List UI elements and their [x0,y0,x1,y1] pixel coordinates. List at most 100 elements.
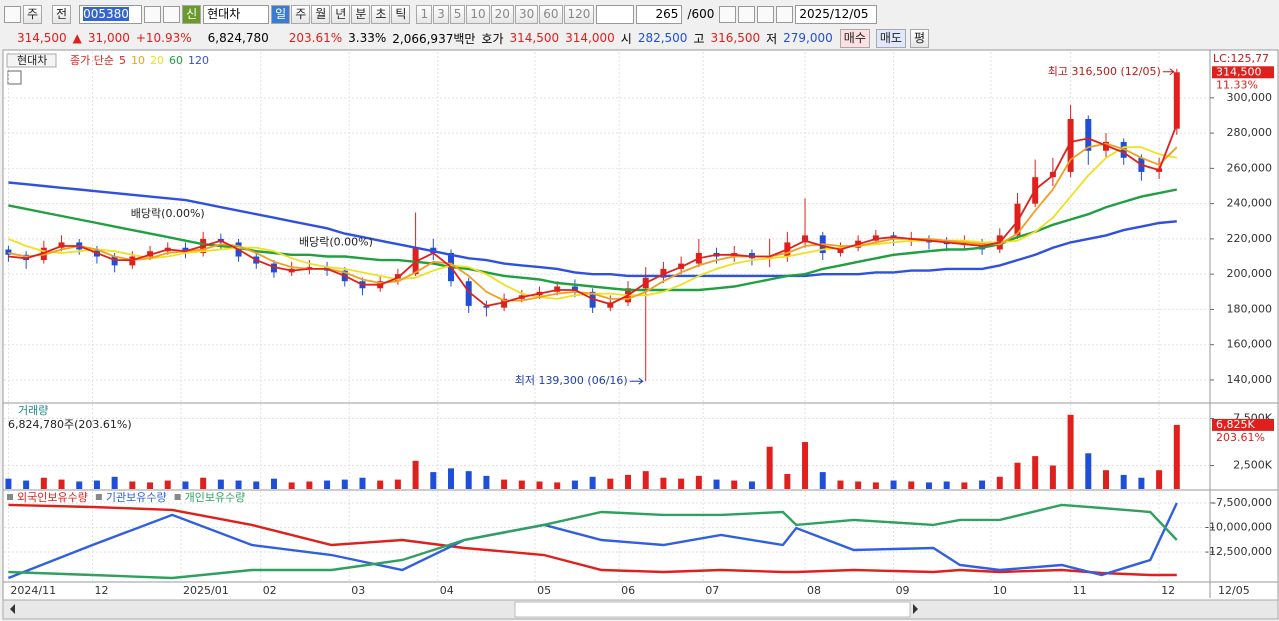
legend-swatch [174,494,181,500]
avg-button[interactable]: 평 [909,28,930,48]
volume-bar [996,476,1003,489]
volume-bar [394,479,401,489]
interval-button[interactable]: 1 [416,4,433,24]
search-icon[interactable] [144,5,162,23]
volume-bar [5,478,12,489]
period-button[interactable]: 주 [291,4,311,24]
volume-bar [642,471,649,489]
volume-bar [129,481,136,489]
date-input[interactable]: 2025/12/05 [795,4,878,24]
x-tick-label: 12 [1161,584,1175,597]
period-button[interactable]: 일 [271,4,291,24]
volume-bar [324,480,331,489]
sell-button[interactable]: 매도 [875,28,906,48]
volume-bar [571,480,578,489]
volume-bar [58,479,65,489]
legend-label: 5 [119,54,126,67]
x-tick-label: 04 [440,584,454,597]
candle-body [1085,119,1092,151]
interval-button[interactable]: 60 [539,4,563,24]
y-tick-label: 180,000 [1227,302,1273,315]
name-input[interactable]: 현대차 [203,4,270,24]
volume-bar [943,481,950,489]
volume-bar [660,477,667,489]
period-button[interactable]: 분 [351,4,371,24]
x-tick-label: 05 [537,584,551,597]
tool-icon[interactable] [757,5,775,23]
candle-body [5,249,12,255]
interval-button[interactable]: 10 [466,4,490,24]
holding-line [8,503,1178,580]
legend-label: 120 [188,54,209,67]
code-input[interactable]: 005380 [83,6,129,21]
volume-bar [1085,453,1092,489]
high: 316,500 [710,31,761,45]
x-tick-label: 02 [263,584,277,597]
y-tick-label: 140,000 [1227,373,1273,386]
candle-body [465,281,472,306]
low: 279,000 [783,31,833,45]
candle-body [943,242,950,245]
sound-icon[interactable] [163,5,181,23]
volume-bar [1173,424,1180,489]
y-tick-label: 280,000 [1227,126,1273,139]
volume-bar [1120,474,1127,489]
chart-frame [2,49,1279,601]
volume-bar [235,480,242,489]
volume-bar [447,468,454,489]
low-annotation: 최저 139,300 (06/16) [515,374,628,387]
period-button[interactable]: 년 [331,4,351,24]
volume-bar [837,480,844,489]
menu-icon[interactable] [4,5,21,23]
interval-button[interactable]: 5 [449,4,466,24]
high-annotation: 최고 316,500 (12/05) [1048,65,1161,78]
interval-select[interactable] [596,4,635,24]
volume-bar [518,480,525,489]
panel-title: 거래량 [18,404,48,417]
interval-button[interactable]: 3 [433,4,449,24]
buy-button[interactable]: 매수 [839,28,870,48]
interval-button[interactable]: 120 [563,4,595,24]
volume-bar [164,480,171,489]
y-tick-label: 200,000 [1227,267,1273,280]
volume-bar [554,482,561,489]
x-tick-label: 2024/11 [10,584,56,597]
x-tick-label: 12 [95,584,109,597]
tool-icon[interactable] [776,5,794,23]
y-tick-label: 2,500K [1233,459,1272,472]
period-button[interactable]: 틱 [391,4,411,24]
market-select[interactable]: 주 [23,4,43,24]
panel-subtitle: 6,824,780주(203.61%) [8,418,132,431]
tool-icon[interactable] [738,5,756,23]
current-volume-ratio: 203.61% [1216,431,1265,444]
volume-bar [253,481,260,489]
legend-label: 20 [150,54,164,67]
count-input[interactable]: 265 [636,4,683,24]
volume-bar [678,478,685,489]
period-button[interactable]: 월 [311,4,331,24]
ask: 314,500 [509,31,560,45]
x-tick-label: 09 [896,584,910,597]
volume-bar [784,473,791,489]
volume-bar [111,476,118,489]
interval-button[interactable]: 30 [514,4,539,24]
volume-bar [377,480,384,489]
grid-icon[interactable] [7,70,22,85]
volume-bar [430,472,437,489]
volume-bar [731,480,738,489]
legend-swatch [95,494,102,500]
low-label: 저 [766,31,778,46]
volume-bar [713,479,720,489]
period-button[interactable]: 초 [371,4,391,24]
ma-line [8,188,1178,292]
scroll-thumb[interactable] [514,601,911,618]
quote-bar: 314,500 ▲ 31,000 +10.93% 6,824,780 203.6… [14,28,930,48]
volume-bar [270,478,277,489]
tool-icon[interactable] [719,5,737,23]
interval-button[interactable]: 20 [490,4,514,24]
volume-bar [288,482,295,489]
legend-label: 외국인보유수량 [17,491,88,504]
prev-button[interactable]: 전 [52,4,72,24]
new-badge[interactable]: 신 [182,4,202,24]
